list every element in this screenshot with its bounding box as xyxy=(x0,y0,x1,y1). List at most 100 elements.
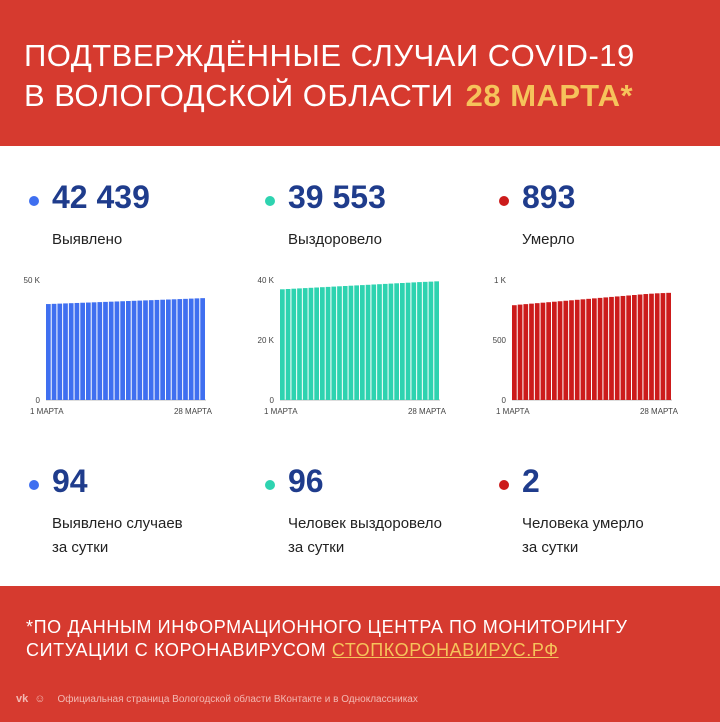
bar xyxy=(97,302,103,400)
bar xyxy=(422,281,428,400)
recovered-daily-label-1: Человек выздоровело xyxy=(288,515,442,532)
bar xyxy=(626,295,631,400)
bar xyxy=(103,301,108,400)
bar xyxy=(51,303,57,400)
deaths-daily: 2 xyxy=(522,463,540,499)
x-tick-label-start: 1 МАРТА xyxy=(30,407,64,416)
deaths-total: 893 xyxy=(522,179,576,215)
bar xyxy=(405,282,411,400)
bar xyxy=(411,282,417,400)
bar xyxy=(171,299,177,400)
bar xyxy=(354,285,359,400)
bar xyxy=(68,303,74,400)
detected-bar-chart: 50 K 0 1 МАРТА 28 МАРТА xyxy=(24,276,213,416)
bar xyxy=(337,286,342,400)
green-dot-icon xyxy=(265,196,275,206)
source-link[interactable]: СТОПКОРОНАВИРУС.РФ xyxy=(331,640,559,660)
bar xyxy=(557,301,563,400)
y-tick-label: 1 K xyxy=(494,276,507,285)
y-tick-label: 0 xyxy=(502,396,507,405)
bar xyxy=(512,305,517,400)
bar xyxy=(131,300,137,400)
recovered-chart: 40 K 20 K 0 1 МАРТА 28 МАРТА xyxy=(250,274,450,424)
bar xyxy=(108,301,114,400)
deaths-chart: 1 K 500 0 1 МАРТА 28 МАРТА xyxy=(482,274,682,424)
ok-icon[interactable]: ☺ xyxy=(34,693,46,705)
y-tick-label: 50 K xyxy=(24,276,41,285)
title-date: 28 МАРТА* xyxy=(465,78,634,113)
bar xyxy=(320,287,325,400)
bar xyxy=(120,301,125,400)
deaths-daily-label-2: за сутки xyxy=(522,539,579,556)
deaths-label: Умерло xyxy=(522,231,575,248)
bar xyxy=(609,296,614,400)
bar xyxy=(377,284,382,400)
bar xyxy=(574,299,580,400)
detected-daily-label-1: Выявлено случаев xyxy=(52,515,183,532)
bar xyxy=(360,285,365,400)
bar xyxy=(417,282,422,400)
bar xyxy=(660,293,666,400)
bar xyxy=(114,301,120,400)
bar xyxy=(586,298,591,400)
bar xyxy=(280,289,285,400)
bar xyxy=(342,286,348,400)
bar xyxy=(80,302,85,400)
bar xyxy=(523,304,529,400)
bar xyxy=(183,298,188,400)
bar xyxy=(160,299,165,400)
bar xyxy=(194,298,200,400)
vk-icon[interactable]: vk xyxy=(16,693,29,705)
bar xyxy=(428,281,434,400)
bar xyxy=(563,300,569,400)
blue-dot-icon xyxy=(29,480,39,490)
detected-label: Выявлено xyxy=(52,231,123,248)
title-line-2: В ВОЛОГОДСКОЙ ОБЛАСТИ 28 МАРТА* xyxy=(24,78,633,114)
detected-daily-label-2: за сутки xyxy=(52,539,109,556)
bar xyxy=(188,298,194,400)
recovered-bar-chart: 40 K 20 K 0 1 МАРТА 28 МАРТА xyxy=(258,276,447,416)
bar xyxy=(57,303,63,400)
y-tick-label: 0 xyxy=(270,396,275,405)
bar xyxy=(597,297,603,400)
red-dot-icon xyxy=(499,196,509,206)
source-line-1: *ПО ДАННЫМ ИНФОРМАЦИОННОГО ЦЕНТРА ПО МОН… xyxy=(26,617,628,637)
deaths-bar-chart: 1 K 500 0 1 МАРТА 28 МАРТА xyxy=(493,276,679,416)
bar xyxy=(200,298,205,400)
bar xyxy=(632,295,637,400)
bar xyxy=(148,300,154,400)
x-tick-label-start: 1 МАРТА xyxy=(264,407,298,416)
bar xyxy=(154,299,160,400)
bar xyxy=(580,299,586,400)
bar xyxy=(126,301,131,400)
bar xyxy=(371,284,377,400)
bar xyxy=(63,303,68,400)
bar xyxy=(74,302,80,400)
bar xyxy=(325,286,331,400)
x-tick-label-end: 28 МАРТА xyxy=(174,407,213,416)
bar xyxy=(666,292,671,400)
detected-daily: 94 xyxy=(52,463,88,499)
bar xyxy=(643,294,649,400)
bar xyxy=(143,300,148,400)
bar xyxy=(297,288,302,400)
x-tick-label-end: 28 МАРТА xyxy=(640,407,679,416)
bar xyxy=(91,302,97,400)
bar xyxy=(534,303,540,400)
social-bar: vk ☺ Официальная страница Вологодской об… xyxy=(16,689,418,709)
bar xyxy=(654,293,660,400)
social-text: Официальная страница Вологодской области… xyxy=(57,693,418,705)
recovered-daily: 96 xyxy=(288,463,324,499)
detected-chart: 50 K 0 1 МАРТА 28 МАРТА xyxy=(16,274,216,424)
bar xyxy=(620,295,626,400)
bar xyxy=(291,288,297,400)
title-line-1: ПОДТВЕРЖДЁННЫЕ СЛУЧАИ COVID-19 xyxy=(24,38,635,73)
title-region: В ВОЛОГОДСКОЙ ОБЛАСТИ xyxy=(24,78,454,113)
bar xyxy=(177,299,183,400)
bar xyxy=(546,302,551,400)
detected-total: 42 439 xyxy=(52,179,150,215)
bar xyxy=(649,293,654,400)
source-line-2: СИТУАЦИИ С КОРОНАВИРУСОМ СТОПКОРОНАВИРУС… xyxy=(26,640,559,661)
bar xyxy=(552,301,557,400)
